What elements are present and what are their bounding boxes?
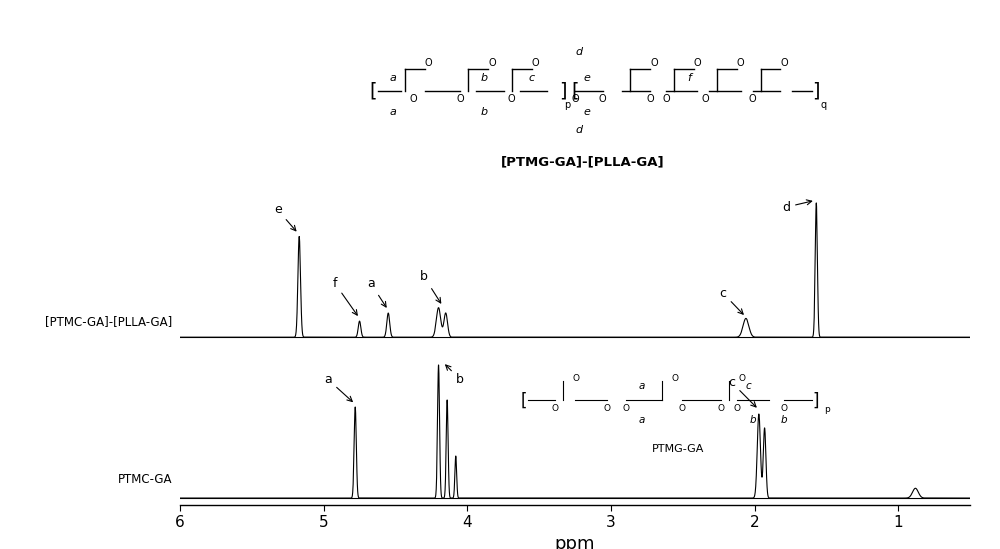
Text: e: e bbox=[274, 203, 296, 231]
Text: O: O bbox=[650, 58, 658, 68]
Text: O: O bbox=[662, 94, 670, 104]
Text: e: e bbox=[583, 73, 590, 83]
Text: [: [ bbox=[571, 81, 579, 100]
Text: b: b bbox=[781, 414, 788, 425]
Text: O: O bbox=[599, 94, 606, 104]
Text: b: b bbox=[481, 73, 488, 83]
Text: [: [ bbox=[520, 391, 527, 410]
Text: O: O bbox=[425, 58, 433, 68]
Text: O: O bbox=[488, 58, 496, 68]
Text: p: p bbox=[824, 406, 830, 414]
Text: a: a bbox=[390, 73, 397, 83]
Text: [: [ bbox=[370, 81, 377, 100]
Text: O: O bbox=[781, 404, 788, 412]
Text: e: e bbox=[583, 107, 590, 117]
Text: O: O bbox=[571, 94, 579, 104]
Text: b: b bbox=[749, 414, 756, 425]
Text: O: O bbox=[780, 58, 788, 68]
Text: ]: ] bbox=[813, 391, 819, 410]
Text: O: O bbox=[603, 404, 610, 412]
Text: O: O bbox=[749, 94, 757, 104]
Text: p: p bbox=[564, 100, 570, 110]
Text: b: b bbox=[446, 365, 464, 386]
Text: O: O bbox=[733, 404, 740, 412]
Text: O: O bbox=[694, 58, 701, 68]
Text: a: a bbox=[639, 381, 645, 391]
Text: f: f bbox=[333, 277, 357, 315]
Text: O: O bbox=[623, 404, 630, 412]
Text: O: O bbox=[646, 94, 654, 104]
Text: c: c bbox=[746, 381, 752, 391]
Text: f: f bbox=[688, 73, 691, 83]
Text: O: O bbox=[702, 94, 709, 104]
X-axis label: ppm: ppm bbox=[555, 535, 595, 549]
Text: a: a bbox=[367, 277, 386, 307]
Text: O: O bbox=[737, 58, 745, 68]
Text: b: b bbox=[420, 271, 441, 303]
Text: c: c bbox=[528, 73, 535, 83]
Text: O: O bbox=[678, 404, 685, 412]
Text: [PTMC-GA]-[PLLA-GA]: [PTMC-GA]-[PLLA-GA] bbox=[45, 315, 172, 328]
Text: O: O bbox=[508, 94, 516, 104]
Text: O: O bbox=[552, 404, 559, 412]
Text: O: O bbox=[457, 94, 464, 104]
Text: O: O bbox=[739, 374, 746, 383]
Text: d: d bbox=[575, 47, 583, 57]
Text: d: d bbox=[782, 200, 812, 214]
Text: a: a bbox=[324, 373, 352, 401]
Text: q: q bbox=[821, 100, 827, 110]
Text: b: b bbox=[481, 107, 488, 117]
Text: c: c bbox=[728, 376, 756, 407]
Text: a: a bbox=[639, 414, 645, 425]
Text: O: O bbox=[532, 58, 539, 68]
Text: ]: ] bbox=[559, 81, 567, 100]
Text: PTMC-GA: PTMC-GA bbox=[118, 473, 172, 486]
Text: a: a bbox=[390, 107, 397, 117]
Text: O: O bbox=[718, 404, 725, 412]
Text: O: O bbox=[671, 374, 678, 383]
Text: O: O bbox=[409, 94, 417, 104]
Text: PTMG-GA: PTMG-GA bbox=[652, 444, 704, 453]
Text: d: d bbox=[575, 125, 583, 135]
Text: ]: ] bbox=[812, 81, 820, 100]
Text: c: c bbox=[719, 287, 743, 314]
Text: [PTMG-GA]-[PLLA-GA]: [PTMG-GA]-[PLLA-GA] bbox=[501, 155, 665, 169]
Text: O: O bbox=[573, 374, 580, 383]
